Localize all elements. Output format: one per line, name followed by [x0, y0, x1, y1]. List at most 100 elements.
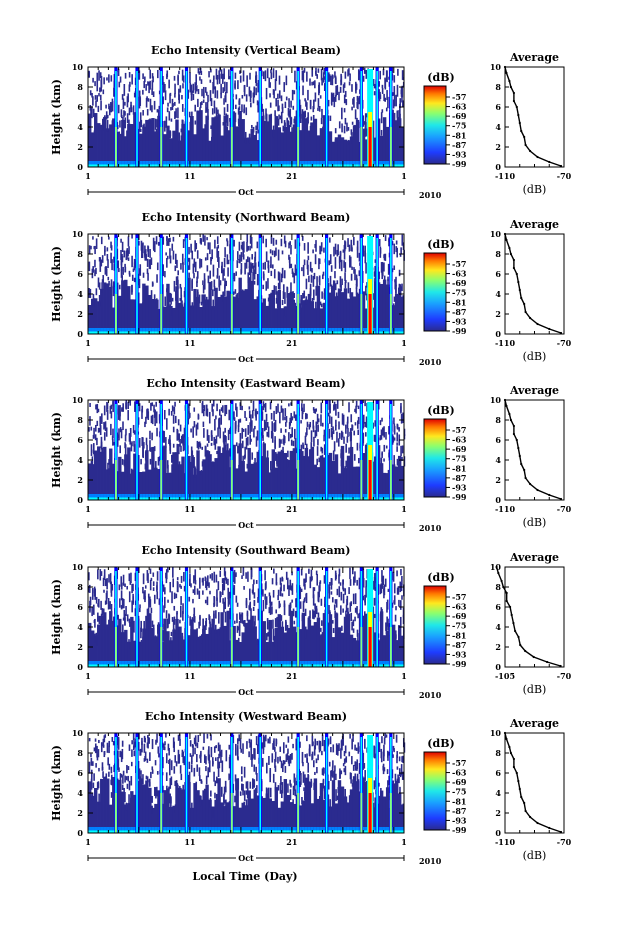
- echo-cell: [172, 130, 176, 167]
- echo-speckle: [142, 110, 144, 116]
- echo-speckle: [249, 434, 251, 445]
- echo-speckle: [280, 111, 283, 124]
- echo-speckle: [290, 585, 293, 591]
- surface-echo: [211, 830, 215, 833]
- echo-speckle: [266, 618, 269, 630]
- rain-core: [231, 571, 233, 667]
- echo-speckle: [170, 796, 172, 804]
- echo-speckle: [155, 461, 157, 470]
- echo-cell: [343, 468, 348, 500]
- echo-cell: [400, 635, 405, 667]
- echo-speckle: [253, 579, 255, 585]
- surface-echo: [166, 661, 170, 667]
- surface-echo: [133, 328, 137, 334]
- surface-echo: [337, 497, 342, 500]
- echo-speckle: [190, 583, 192, 588]
- surface-echo: [268, 331, 272, 334]
- echo-speckle: [155, 739, 157, 745]
- echo-cell: [313, 308, 318, 334]
- echo-speckle: [112, 428, 114, 439]
- echo-speckle: [107, 597, 110, 610]
- echo-speckle: [89, 289, 91, 295]
- surface-echo: [88, 161, 92, 167]
- echo-speckle: [323, 76, 326, 80]
- echo-cell: [145, 615, 149, 667]
- echo-speckle: [393, 75, 396, 83]
- echo-speckle: [182, 262, 184, 273]
- echo-speckle: [112, 741, 115, 746]
- echo-speckle: [398, 283, 401, 294]
- rain-core: [360, 571, 363, 667]
- echo-speckle: [400, 413, 403, 424]
- echo-speckle: [193, 607, 196, 617]
- echo-speckle: [226, 82, 228, 94]
- echo-speckle: [128, 744, 131, 751]
- echo-speckle: [272, 68, 275, 78]
- surface-echo: [298, 497, 303, 500]
- echo-speckle: [219, 280, 222, 286]
- echo-speckle: [365, 122, 367, 134]
- surface-echo: [94, 827, 98, 833]
- surface-echo: [193, 497, 197, 500]
- echo-speckle: [219, 409, 221, 416]
- echo-speckle: [355, 83, 358, 90]
- echo-speckle: [273, 635, 276, 647]
- echo-speckle: [332, 429, 335, 435]
- echo-speckle: [151, 414, 154, 425]
- echo-speckle: [157, 746, 160, 754]
- echo-speckle: [235, 595, 238, 603]
- echo-speckle: [226, 254, 229, 265]
- echo-speckle: [253, 592, 256, 599]
- surface-echo: [193, 664, 197, 667]
- echo-speckle: [168, 439, 170, 445]
- echo-speckle: [241, 104, 243, 113]
- echo-speckle: [179, 424, 182, 432]
- echo-speckle: [124, 444, 127, 456]
- surface-echo: [274, 161, 278, 167]
- echo-cell: [112, 307, 116, 334]
- echo-cell: [265, 457, 269, 500]
- echo-speckle: [309, 261, 312, 272]
- surface-echo: [94, 830, 98, 833]
- surface-echo: [214, 661, 218, 667]
- echo-speckle: [338, 568, 341, 577]
- surface-echo: [139, 331, 143, 334]
- echo-cell: [319, 128, 324, 167]
- echo-speckle: [324, 596, 326, 606]
- surface-echo: [232, 161, 236, 167]
- echo-cell: [253, 134, 257, 167]
- echo-speckle: [229, 234, 231, 246]
- surface-echo: [331, 164, 336, 167]
- y-axis-label: Height (km): [50, 246, 63, 322]
- surface-echo: [172, 497, 176, 500]
- echo-speckle: [228, 744, 231, 750]
- echo-speckle: [113, 263, 115, 271]
- echo-cell: [142, 628, 146, 667]
- echo-speckle: [268, 592, 271, 597]
- echo-speckle: [347, 611, 350, 617]
- surface-echo: [292, 164, 297, 167]
- echo-speckle: [293, 292, 296, 299]
- echo-cell: [280, 626, 285, 667]
- echo-speckle: [345, 604, 348, 613]
- echo-speckle: [103, 735, 106, 743]
- echo-speckle: [271, 578, 274, 585]
- echo-speckle: [126, 113, 129, 123]
- y-tick-label: 10: [72, 62, 84, 72]
- echo-speckle: [141, 741, 143, 753]
- echo-speckle: [256, 273, 259, 286]
- surface-echo: [139, 827, 143, 833]
- echo-speckle: [288, 98, 290, 108]
- profile-y-tick-label: 10: [490, 229, 502, 239]
- y-tick-label: 6: [77, 602, 83, 612]
- echo-speckle: [147, 573, 149, 584]
- echo-speckle: [110, 103, 113, 113]
- echo-speckle: [105, 773, 108, 780]
- echo-cell: [172, 452, 176, 500]
- average-profile-point: [518, 454, 521, 458]
- echo-speckle: [246, 463, 249, 469]
- echo-cell: [88, 305, 92, 334]
- echo-speckle: [245, 417, 248, 421]
- echo-speckle: [180, 294, 183, 305]
- echo-cell: [181, 789, 185, 833]
